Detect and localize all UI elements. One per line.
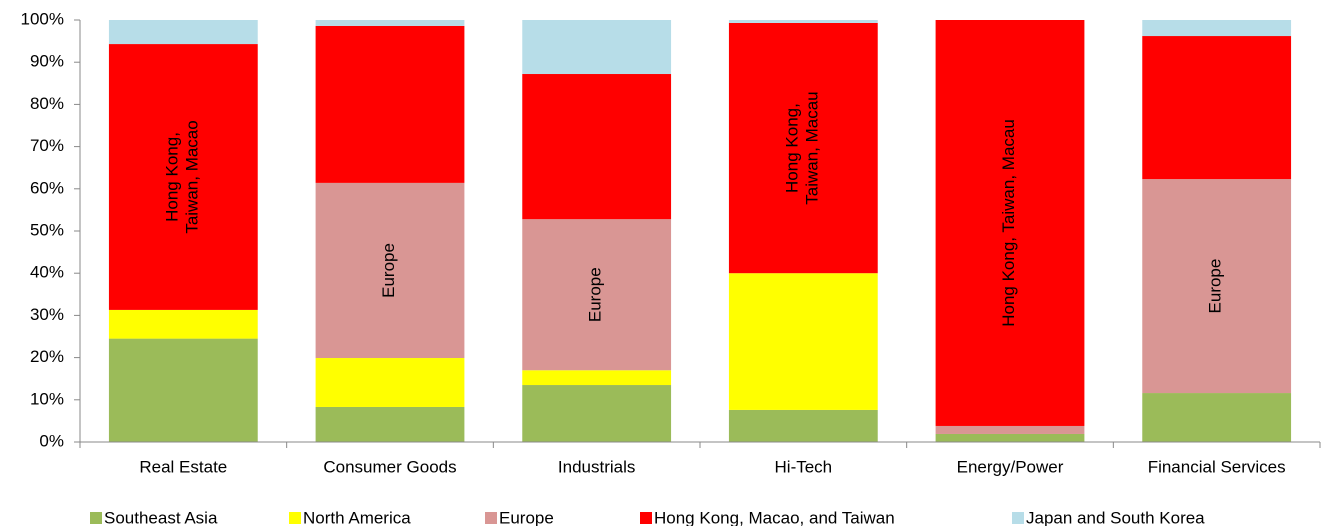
x-tick-label: Industrials (558, 457, 635, 476)
bar-segment (108, 338, 258, 442)
legend-label: Japan and South Korea (1026, 508, 1205, 526)
annotation: Hong Kong,Taiwan, Macau (783, 91, 822, 204)
y-tick-label: 0% (39, 431, 64, 450)
x-tick-label: Financial Services (1148, 457, 1286, 476)
annotation: Europe (1206, 259, 1225, 314)
bar-segment (522, 219, 672, 371)
y-tick-label: 90% (30, 52, 64, 71)
bar-segment (522, 74, 672, 220)
bar-segment (108, 309, 258, 339)
bar-segment (522, 385, 672, 442)
bar-segment (1142, 179, 1292, 394)
legend-swatch (640, 512, 652, 524)
x-tick-label: Hi-Tech (775, 457, 833, 476)
legend-swatch (289, 512, 301, 524)
annotation: Europe (586, 267, 605, 322)
annotation-line: Europe (586, 267, 605, 322)
legend-label: Hong Kong, Macao, and Taiwan (654, 508, 895, 526)
bar-segment (315, 406, 465, 442)
bar-segment (522, 370, 672, 386)
bar-segment (315, 358, 465, 407)
annotation-line: Taiwan, Macao (183, 120, 202, 233)
bar-segment (522, 20, 672, 75)
legend-label: Europe (499, 508, 554, 526)
annotation-line: Europe (1206, 259, 1225, 314)
bar-segment (108, 20, 258, 45)
bar-segment (315, 182, 465, 359)
bar-segment (108, 44, 258, 310)
y-tick-label: 70% (30, 136, 64, 155)
annotation-line: Hong Kong, (163, 132, 182, 222)
bar-segment (728, 409, 878, 442)
annotation: Hong Kong, Taiwan, Macau (999, 119, 1018, 327)
y-tick-label: 30% (30, 305, 64, 324)
legend-swatch (1012, 512, 1024, 524)
y-tick-label: 80% (30, 94, 64, 113)
x-tick-label: Real Estate (139, 457, 227, 476)
legend-swatch (485, 512, 497, 524)
y-tick-label: 50% (30, 220, 64, 239)
annotation: Europe (379, 243, 398, 298)
bar-segment (1142, 36, 1292, 180)
y-tick-label: 20% (30, 347, 64, 366)
bar-segment (1142, 393, 1292, 442)
bar-segment (935, 425, 1085, 434)
x-tick-label: Consumer Goods (323, 457, 456, 476)
annotation-line: Hong Kong, Taiwan, Macau (999, 119, 1018, 327)
bar-segment (315, 20, 465, 26)
annotation-line: Hong Kong, (783, 103, 802, 193)
annotation: Hong Kong,Taiwan, Macao (163, 120, 202, 233)
bar-segment (728, 22, 878, 274)
legend-label: Southeast Asia (104, 508, 218, 526)
bar-segment (315, 25, 465, 183)
x-tick-label: Energy/Power (957, 457, 1064, 476)
bar-segment (935, 433, 1085, 442)
y-tick-label: 40% (30, 263, 64, 282)
bar-segment (935, 20, 1085, 426)
legend-label: North America (303, 508, 411, 526)
y-tick-label: 100% (21, 9, 64, 28)
bar-segment (1142, 20, 1292, 37)
bar-segment (728, 273, 878, 410)
annotation-line: Europe (379, 243, 398, 298)
bar-segment (728, 20, 878, 23)
y-tick-label: 10% (30, 389, 64, 408)
legend-swatch (90, 512, 102, 524)
y-tick-label: 60% (30, 178, 64, 197)
annotation-line: Taiwan, Macau (803, 91, 822, 204)
